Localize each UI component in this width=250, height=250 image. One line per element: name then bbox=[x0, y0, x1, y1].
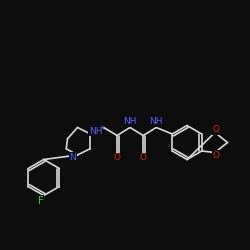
Text: O: O bbox=[140, 154, 147, 162]
Text: N: N bbox=[70, 152, 76, 162]
Text: O: O bbox=[212, 126, 220, 134]
Text: NH: NH bbox=[89, 127, 102, 136]
Text: NH: NH bbox=[150, 118, 163, 126]
Text: +: + bbox=[98, 125, 104, 131]
Text: NH: NH bbox=[123, 118, 137, 126]
Text: O: O bbox=[212, 150, 220, 160]
Text: O: O bbox=[114, 154, 120, 162]
Text: F: F bbox=[38, 196, 44, 206]
